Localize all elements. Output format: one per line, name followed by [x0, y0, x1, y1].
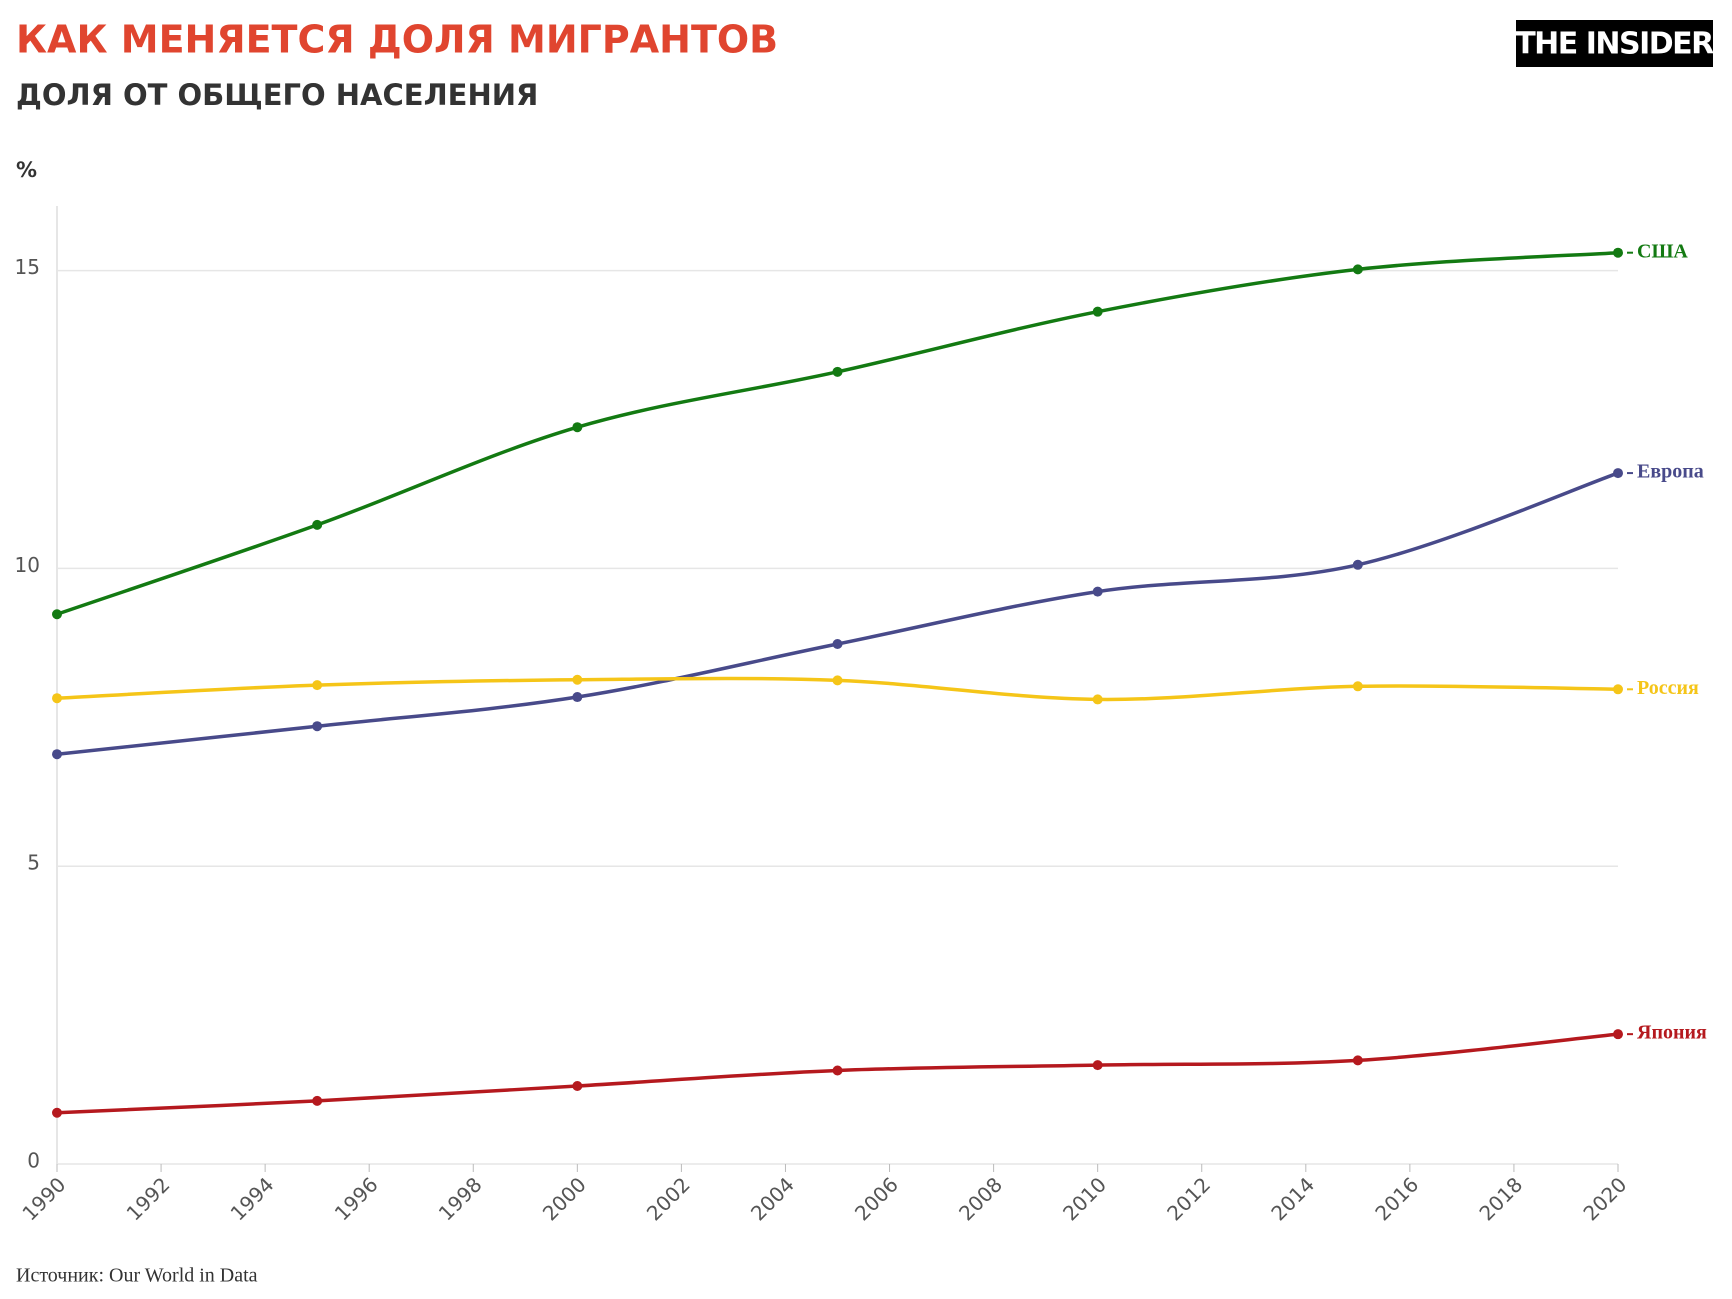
point	[1613, 468, 1623, 479]
logo: THE INSIDER	[1515, 27, 1714, 62]
y-unit: %	[16, 158, 37, 182]
source: Источник: Our World in Data	[16, 1265, 258, 1287]
y-tick-label: 0	[27, 1149, 40, 1173]
x-tick-label: 2006	[850, 1172, 903, 1225]
point	[1092, 586, 1103, 597]
series-label: США	[1637, 240, 1688, 262]
series-line	[56, 250, 1619, 616]
point	[832, 366, 843, 377]
point	[1352, 1055, 1363, 1066]
point	[312, 519, 323, 530]
point	[572, 674, 583, 685]
point	[1613, 247, 1623, 258]
series-label: Япония	[1637, 1022, 1707, 1044]
x-tick-label: 1994	[226, 1172, 279, 1225]
series-line	[56, 471, 1619, 756]
x-tick-label: 2014	[1266, 1172, 1319, 1225]
point	[832, 675, 843, 686]
point	[52, 693, 62, 704]
x-tick-label: 1992	[122, 1172, 175, 1225]
series-label: Европа	[1637, 461, 1704, 483]
point	[52, 1107, 62, 1118]
x-tick-label: 2004	[746, 1172, 799, 1225]
point	[572, 422, 583, 433]
x-tick-label: 2020	[1578, 1172, 1631, 1225]
x-tick-label: 2010	[1058, 1172, 1111, 1225]
y-tick-label: 15	[15, 255, 40, 279]
x-tick-label: 1996	[330, 1172, 383, 1225]
y-tick-label: 5	[27, 851, 40, 875]
point	[312, 680, 323, 691]
chart-subtitle: ДОЛЯ ОТ ОБЩЕГО НАСЕЛЕНИЯ	[16, 78, 538, 112]
x-tick-label: 2008	[954, 1172, 1007, 1225]
x-tick-label: 2002	[642, 1172, 695, 1225]
point	[1092, 1060, 1103, 1071]
point	[312, 1095, 323, 1106]
y-tick-label: 10	[15, 553, 40, 577]
x-tick-label: 2016	[1370, 1172, 1423, 1225]
x-tick-label: 1998	[434, 1172, 487, 1225]
point	[1352, 559, 1363, 570]
x-tick-label: 2000	[538, 1172, 591, 1225]
point	[572, 692, 583, 703]
logo-box	[1516, 20, 1713, 67]
series-label: Россия	[1637, 677, 1699, 699]
point	[572, 1080, 583, 1091]
point	[832, 1065, 843, 1076]
point	[52, 609, 62, 620]
point	[52, 749, 62, 760]
x-tick-label: 2012	[1162, 1172, 1215, 1225]
chart-title: КАК МЕНЯЕТСЯ ДОЛЯ МИГРАНТОВ	[16, 18, 778, 62]
x-tick-label: 2018	[1474, 1172, 1527, 1225]
point	[1092, 306, 1103, 317]
point	[1352, 264, 1363, 275]
point	[312, 721, 323, 732]
point	[1092, 694, 1103, 705]
point	[832, 639, 843, 650]
point	[1352, 681, 1363, 692]
x-tick-label: 1990	[17, 1172, 70, 1225]
point	[1613, 684, 1623, 695]
point	[1613, 1029, 1623, 1040]
